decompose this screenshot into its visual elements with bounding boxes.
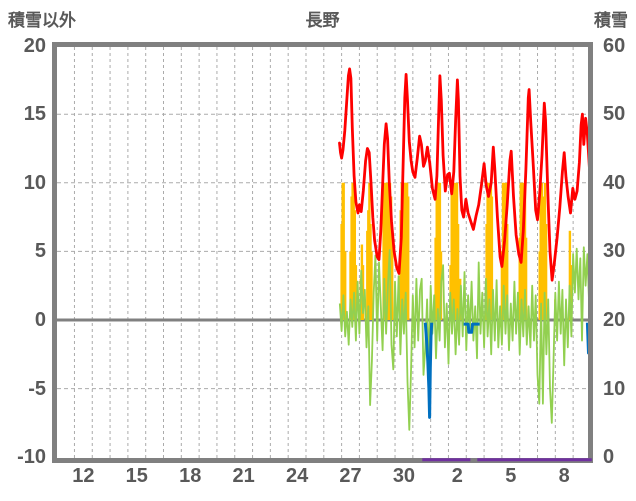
right-axis-title: 積雪 (594, 11, 628, 30)
plot-border (52, 42, 593, 463)
sunshine-bar (342, 182, 345, 320)
sunshine-bar (452, 182, 455, 320)
sunshine-bar (544, 224, 548, 320)
sunshine-bar (524, 237, 528, 320)
green-line (338, 246, 591, 431)
left-axis-title: 積雪以外 (8, 11, 76, 30)
blue-line (423, 322, 434, 419)
sunshine-bar (391, 237, 394, 320)
sunshine-bar (407, 196, 410, 320)
chart-title: 長野 (305, 11, 340, 30)
sunshine-bar (490, 196, 494, 320)
sunshine-bar (370, 251, 373, 320)
sunshine-bar (354, 265, 358, 320)
sunshine-bar (456, 224, 460, 320)
blue-line (463, 322, 480, 334)
sunshine-bar (569, 265, 573, 320)
sunshine-bar (506, 224, 509, 320)
temperature-line (338, 67, 593, 282)
sunshine-bar (344, 251, 347, 320)
